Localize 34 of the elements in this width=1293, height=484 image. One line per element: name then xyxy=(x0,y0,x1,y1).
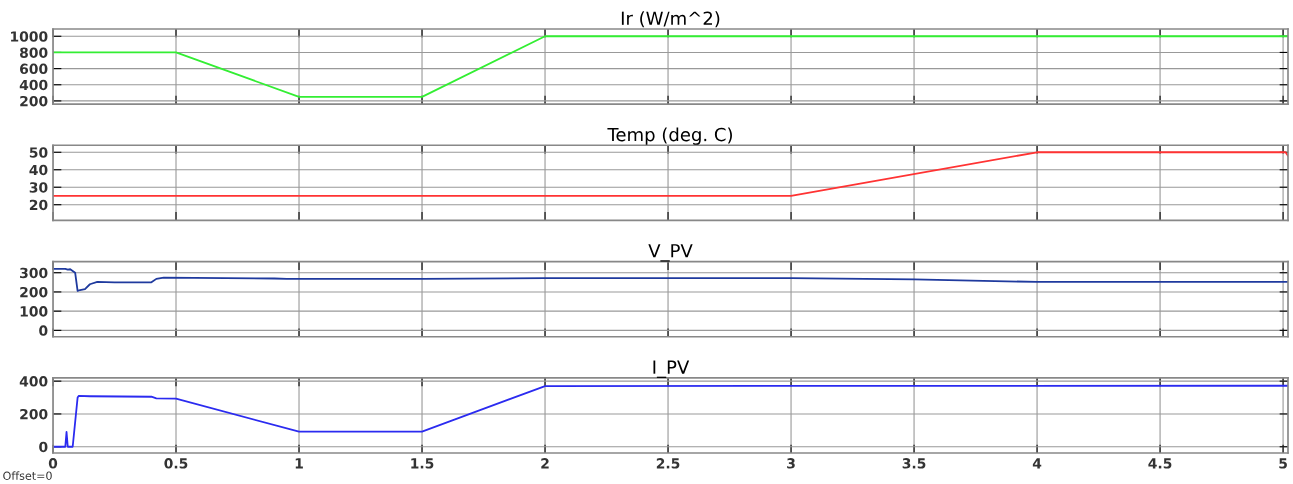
y-tick-label: 400 xyxy=(19,79,48,91)
y-tick-label: 0 xyxy=(39,441,48,453)
chart-title: Temp (deg. C) xyxy=(607,127,732,145)
y-tick-label: 0 xyxy=(39,325,48,336)
y-tick-label: 600 xyxy=(20,63,48,75)
y-tick-label: 200 xyxy=(20,408,48,420)
y-tick-label: 800 xyxy=(20,47,48,58)
x-tick-label: 1.5 xyxy=(411,458,434,469)
y-tick-label: 300 xyxy=(20,267,48,279)
text: Offset=0 xyxy=(3,471,52,480)
x-tick-label: 0.5 xyxy=(164,458,188,469)
x-tick-label: 1 xyxy=(295,458,303,469)
y-tick-label: 30 xyxy=(29,182,48,193)
y-tick-label: 40 xyxy=(29,164,48,176)
x-tick-label: 3 xyxy=(787,458,795,469)
y-tick-label: 200 xyxy=(20,95,48,107)
y-tick-label: 200 xyxy=(20,286,48,298)
x-tick-label: 3.5 xyxy=(902,458,926,469)
x-tick-label: 4.5 xyxy=(1148,458,1172,469)
y-tick-label: 400 xyxy=(19,376,48,387)
chart-title: V_PV xyxy=(648,244,693,262)
y-tick-label: 1000 xyxy=(11,31,48,42)
y-tick-label: 50 xyxy=(29,147,48,158)
x-tick-label: 4 xyxy=(1032,458,1042,469)
y-tick-label: 20 xyxy=(29,199,48,211)
x-tick-label: 2 xyxy=(541,458,549,469)
chart-title: I_PV xyxy=(653,360,690,378)
y-tick-label: 100 xyxy=(20,306,48,317)
x-tick-label: 5 xyxy=(1279,458,1287,469)
line-series xyxy=(53,267,1288,292)
line-series xyxy=(53,384,1288,448)
x-tick-label: 0 xyxy=(48,458,58,469)
x-tick-label: 2.5 xyxy=(656,458,680,469)
chart-title: Ir (W/m^2) xyxy=(621,11,720,28)
